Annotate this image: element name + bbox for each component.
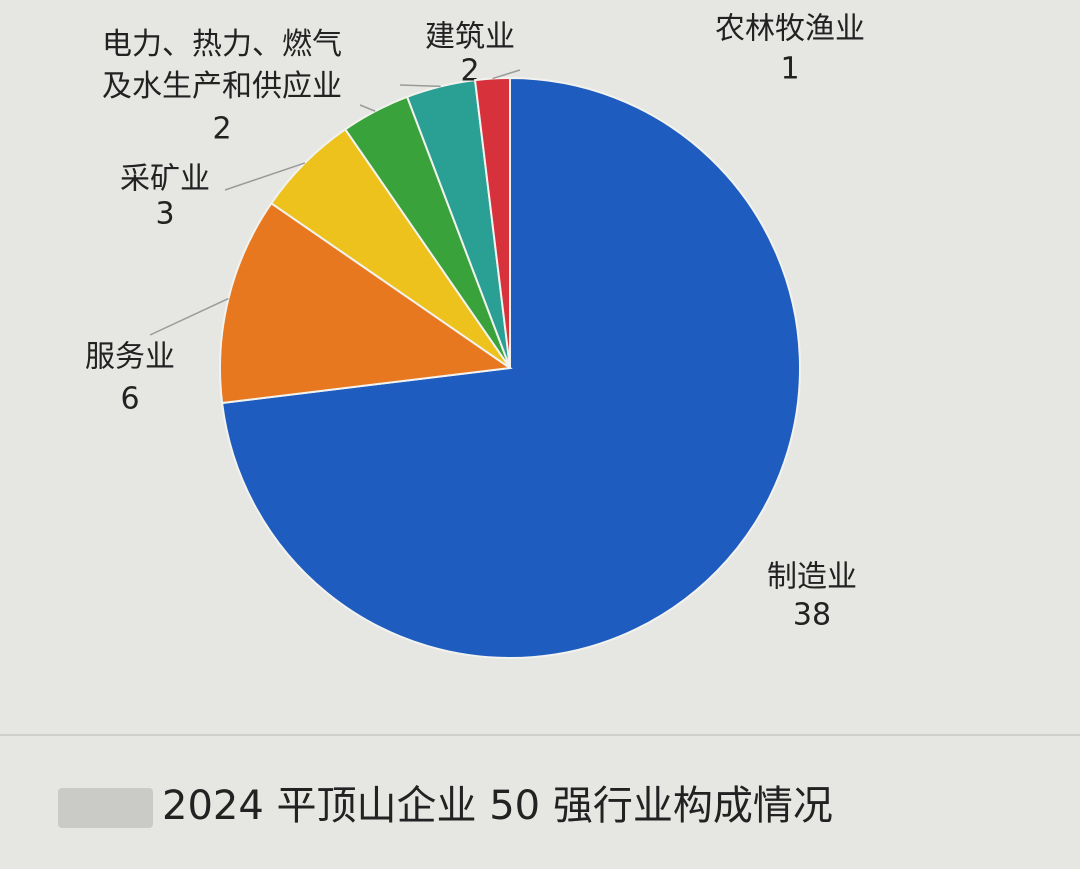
leader-line (399, 84, 441, 88)
leader-line (359, 104, 376, 112)
slice-label: 农林牧渔业 (715, 12, 865, 47)
value-label: 38 (793, 598, 831, 633)
pie-slice (473, 76, 511, 369)
slice-label: 采矿业 (120, 162, 210, 197)
value-label: 3 (155, 197, 174, 232)
pie-slice (219, 201, 513, 405)
slice-label: 建筑业 (425, 20, 515, 55)
slice-label: 服务业 (85, 340, 175, 375)
leader-line (149, 297, 229, 336)
leader-line (492, 69, 521, 80)
slice-label: 电力、热力、燃气及水生产和供应业 (102, 27, 342, 104)
blurred-text (58, 788, 153, 828)
slice-label: 制造业 (767, 560, 857, 595)
value-label: 6 (120, 382, 139, 417)
value-label: 2 (212, 112, 231, 147)
chart-title: 2024 平顶山企业 50 强行业构成情况 (162, 783, 833, 829)
leader-line (224, 162, 306, 191)
value-label: 1 (780, 52, 799, 87)
